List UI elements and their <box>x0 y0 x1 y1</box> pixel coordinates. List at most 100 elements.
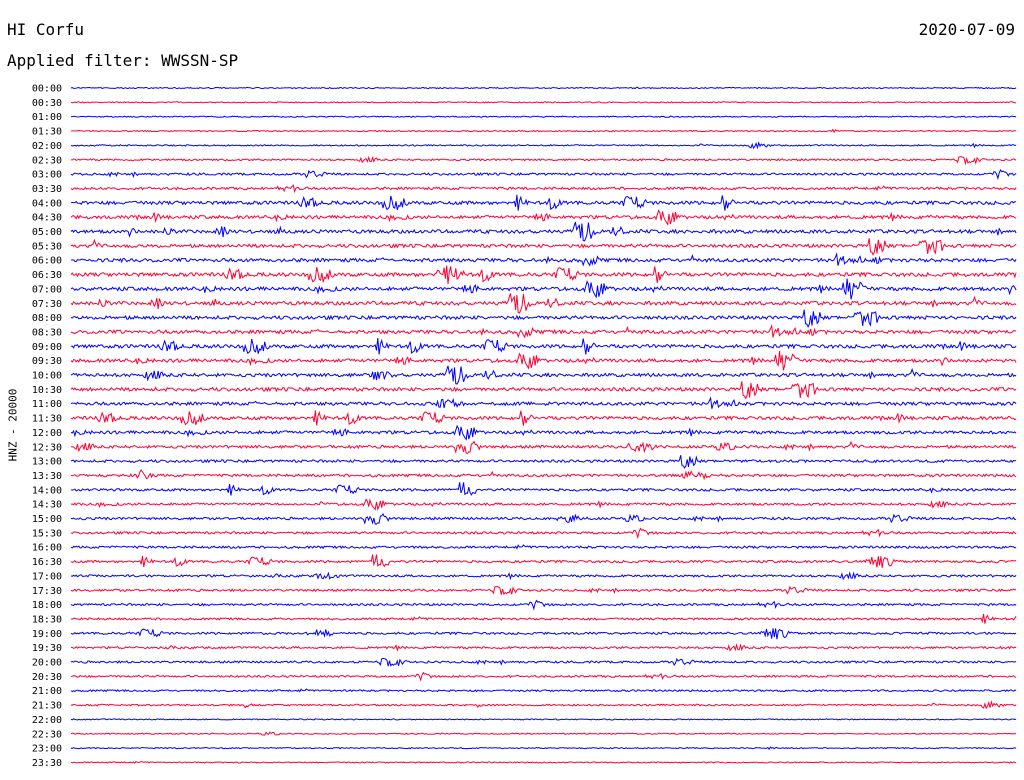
time-tick-label: 14:30 <box>32 500 62 511</box>
time-tick-label: 12:00 <box>32 428 62 439</box>
seismic-trace-line <box>70 155 1017 166</box>
time-tick-label: 18:00 <box>32 600 62 611</box>
time-tick-label: 12:30 <box>32 442 62 453</box>
seismic-trace-line <box>70 746 1017 751</box>
seismic-trace-line <box>70 323 1017 339</box>
seismic-trace-line <box>70 718 1017 721</box>
seismic-trace-line <box>70 688 1017 693</box>
time-tick-label: 21:30 <box>32 701 62 712</box>
time-tick-label: 06:30 <box>32 270 62 281</box>
seismic-trace-line <box>70 657 1017 667</box>
seismic-trace-line <box>70 128 1017 134</box>
time-tick-label: 03:30 <box>32 184 62 195</box>
time-tick-label: 13:00 <box>32 457 62 468</box>
seismic-trace-line <box>70 337 1017 355</box>
seismic-trace-line <box>70 184 1017 194</box>
seismic-trace-line <box>70 293 1017 314</box>
time-tick-label: 08:30 <box>32 327 62 338</box>
seismic-trace-line <box>70 350 1017 371</box>
seismic-trace-line <box>70 628 1017 640</box>
time-tick-label: 07:30 <box>32 299 62 310</box>
time-tick-label: 10:30 <box>32 385 62 396</box>
time-tick-label: 22:00 <box>32 715 62 726</box>
seismic-trace-line <box>70 169 1017 181</box>
seismic-trace-line <box>70 424 1017 441</box>
time-tick-label: 01:00 <box>32 112 62 123</box>
seismic-trace-line <box>70 265 1017 284</box>
seismic-trace-line <box>70 252 1017 267</box>
time-tick-label: 11:00 <box>32 399 62 410</box>
time-tick-label: 23:30 <box>32 758 62 769</box>
time-tick-label: 15:00 <box>32 514 62 525</box>
seismic-trace-line <box>70 513 1017 525</box>
filter-label: Applied filter: WWSSN-SP <box>7 51 239 70</box>
seismic-trace-line <box>70 455 1017 469</box>
time-tick-label: 15:30 <box>32 528 62 539</box>
seismic-trace-line <box>70 585 1017 596</box>
seismic-trace-line <box>70 410 1017 426</box>
time-tick-label: 06:00 <box>32 256 62 267</box>
seismic-trace-line <box>70 309 1017 328</box>
time-tick-label: 17:30 <box>32 586 62 597</box>
seismic-trace-line <box>70 671 1017 682</box>
seismic-trace-line <box>70 194 1017 211</box>
seismic-trace-line <box>70 613 1017 624</box>
seismic-trace-line <box>70 482 1017 496</box>
seismic-trace-line <box>70 101 1017 104</box>
time-tick-label: 23:00 <box>32 744 62 755</box>
time-tick-label: 02:00 <box>32 141 62 152</box>
seismic-trace-line <box>70 554 1017 568</box>
seismic-trace-line <box>70 544 1017 550</box>
seismic-trace-line <box>70 571 1017 581</box>
seismic-trace-line <box>70 731 1017 736</box>
time-tick-label: 16:00 <box>32 543 62 554</box>
time-tick-label: 04:00 <box>32 198 62 209</box>
time-tick-label: 02:30 <box>32 155 62 166</box>
seismic-trace-line <box>70 527 1017 540</box>
time-tick-label: 11:30 <box>32 414 62 425</box>
seismic-trace-line <box>70 700 1017 710</box>
time-tick-label: 19:00 <box>32 629 62 640</box>
time-tick-label: 05:30 <box>32 241 62 252</box>
seismic-trace-line <box>70 209 1017 226</box>
time-tick-label: 10:00 <box>32 371 62 382</box>
time-tick-label: 00:30 <box>32 98 62 109</box>
seismic-trace-line <box>70 440 1017 454</box>
time-tick-label: 18:30 <box>32 614 62 625</box>
seismic-trace-line <box>70 86 1017 90</box>
time-tick-label: 19:30 <box>32 643 62 654</box>
seismic-trace-line <box>70 498 1017 512</box>
station-title: HI Corfu <box>7 20 85 39</box>
seismic-trace-line <box>70 599 1017 611</box>
time-tick-label: 22:30 <box>32 729 62 740</box>
time-tick-label: 14:00 <box>32 485 62 496</box>
time-tick-label: 07:00 <box>32 284 62 295</box>
time-tick-label: 03:00 <box>32 170 62 181</box>
time-tick-label: 13:30 <box>32 471 62 482</box>
date-label: 2020-07-09 <box>918 20 1015 39</box>
seismic-trace-line <box>70 381 1017 400</box>
seismic-trace-line <box>70 221 1017 242</box>
seismic-trace-line <box>70 278 1017 300</box>
time-tick-label: 04:30 <box>32 213 62 224</box>
time-tick-label: 20:30 <box>32 672 62 683</box>
seismic-trace-line <box>70 760 1017 764</box>
seismic-trace-line <box>70 469 1017 481</box>
time-tick-label: 17:00 <box>32 571 62 582</box>
seismic-trace-line <box>70 643 1017 652</box>
seismic-trace-line <box>70 365 1017 385</box>
time-tick-label: 01:30 <box>32 127 62 138</box>
time-tick-label: 20:00 <box>32 658 62 669</box>
time-tick-label: 09:00 <box>32 342 62 353</box>
seismic-trace-line <box>70 141 1017 150</box>
time-tick-label: 16:30 <box>32 557 62 568</box>
seismic-trace-line <box>70 396 1017 409</box>
time-tick-label: 21:00 <box>32 686 62 697</box>
time-tick-label: 08:00 <box>32 313 62 324</box>
seismic-trace-line <box>70 115 1017 118</box>
time-tick-label: 09:30 <box>32 356 62 367</box>
time-tick-label: 00:00 <box>32 84 62 95</box>
seismic-trace-line <box>70 238 1017 256</box>
time-tick-label: 05:00 <box>32 227 62 238</box>
